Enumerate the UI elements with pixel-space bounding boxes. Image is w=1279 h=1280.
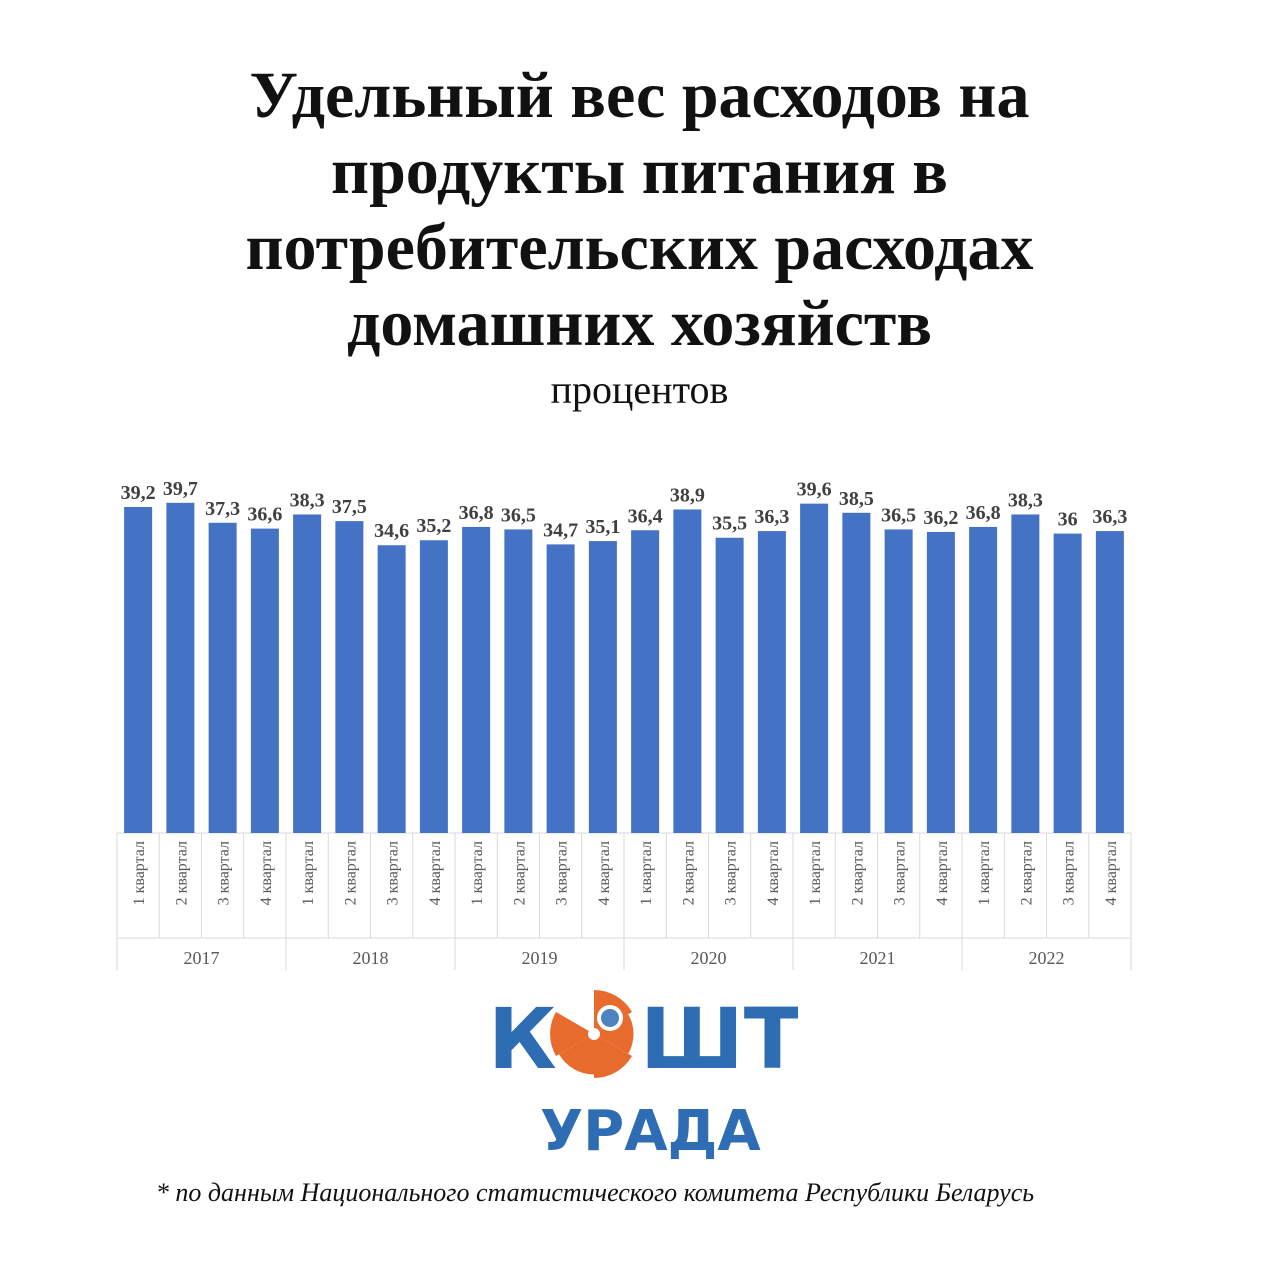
- bar-2020-q4: [757, 531, 786, 833]
- year-tick-label: 2021: [860, 948, 896, 968]
- bar-2020-q2: [673, 509, 702, 833]
- data-label: 36,6: [247, 504, 282, 526]
- category-tick-label: 3 квартал: [1061, 841, 1078, 905]
- data-label: 39,2: [121, 482, 156, 504]
- category-tick-label: 4 квартал: [596, 841, 613, 905]
- bar-2022-q4: [1095, 531, 1124, 833]
- year-tick-label: 2018: [353, 948, 389, 968]
- category-tick-label: 2 квартал: [1018, 841, 1035, 905]
- data-label: 38,5: [839, 488, 874, 510]
- data-label: 35,2: [416, 515, 451, 537]
- category-tick-label: 2 квартал: [849, 841, 866, 905]
- data-label: 38,3: [290, 489, 325, 511]
- category-tick-label: 1 квартал: [300, 841, 317, 905]
- bar-2018-q3: [377, 545, 406, 833]
- data-label: 34,6: [374, 520, 409, 542]
- category-tick-label: 2 квартал: [511, 841, 528, 905]
- bar-chart: 39,2 1 квартал 39,7 2 квартал 37,3 3 квартал 3…: [116, 478, 1132, 970]
- bar-2022-q2: [1011, 514, 1040, 833]
- title-line-1: Удельный вес расходов на: [249, 59, 1030, 132]
- chart-subtitle: процентов: [550, 367, 729, 412]
- category-tick-label: 2 квартал: [173, 841, 190, 905]
- category-tick-label: 3 квартал: [385, 841, 402, 905]
- data-label: 34,7: [543, 519, 578, 541]
- bar-2017-q1: [124, 506, 153, 833]
- data-label: 36,5: [501, 504, 536, 526]
- bar-2021-q1: [800, 503, 829, 833]
- category-tick-label: 3 квартал: [892, 841, 909, 905]
- year-tick-label: 2019: [522, 948, 558, 968]
- title-line-4: домашних хозяйств: [346, 287, 932, 360]
- data-label: 36,8: [459, 502, 494, 524]
- bar-2017-q4: [250, 528, 279, 833]
- year-tick-label: 2020: [691, 948, 727, 968]
- data-label: 37,3: [205, 498, 240, 520]
- data-label: 35,5: [712, 513, 747, 535]
- data-label: 37,5: [332, 496, 367, 518]
- year-tick-label: 2022: [1029, 948, 1065, 968]
- category-tick-label: 4 квартал: [1103, 841, 1120, 905]
- logo-letters-sht: ШТ: [640, 990, 798, 1088]
- kosht-urada-logo: К ШТ УРАДА: [488, 990, 798, 1160]
- bar-2018-q2: [335, 521, 364, 833]
- source-footnote: * по данным Национального статистическог…: [155, 1178, 1035, 1207]
- data-label: 36,8: [966, 502, 1001, 524]
- bar-2021-q4: [926, 531, 955, 833]
- category-tick-label: 1 квартал: [469, 841, 486, 905]
- data-label: 36,3: [754, 506, 789, 528]
- bar-2022-q3: [1053, 533, 1082, 833]
- data-label: 36,2: [923, 507, 958, 529]
- bar-2019-q2: [504, 529, 533, 833]
- year-tick-label: 2017: [184, 948, 220, 968]
- bar-2021-q3: [884, 529, 913, 833]
- bar-2019-q1: [462, 526, 491, 833]
- logo-word-urada: УРАДА: [540, 1099, 761, 1160]
- bar-2018-q1: [293, 514, 322, 833]
- bar-2021-q2: [842, 512, 871, 833]
- data-label: 36: [1058, 509, 1078, 531]
- data-label: 36,5: [881, 504, 916, 526]
- category-tick-label: 1 квартал: [807, 841, 824, 905]
- data-label: 36,3: [1092, 506, 1127, 528]
- category-tick-label: 1 квартал: [131, 841, 148, 905]
- data-label: 39,6: [797, 479, 832, 501]
- bar-2020-q1: [631, 530, 660, 833]
- chart-title: Удельный вес расходов на продукты питани…: [0, 58, 1279, 362]
- category-tick-label: 3 квартал: [216, 841, 233, 905]
- bar-2020-q3: [715, 537, 744, 833]
- data-label: 35,1: [585, 516, 620, 538]
- bar-2019-q3: [546, 544, 575, 833]
- category-tick-label: 4 квартал: [427, 841, 444, 905]
- category-tick-label: 4 квартал: [258, 841, 275, 905]
- data-label: 39,7: [163, 478, 198, 500]
- category-tick-label: 2 квартал: [680, 841, 697, 905]
- data-label: 38,9: [670, 484, 705, 506]
- bar-2019-q4: [588, 541, 617, 833]
- logo-letter-k: К: [488, 990, 557, 1088]
- bar-2018-q4: [419, 540, 448, 833]
- bar-2017-q3: [208, 522, 237, 833]
- category-tick-label: 3 квартал: [723, 841, 740, 905]
- title-line-2: продукты питания в: [331, 135, 948, 208]
- category-tick-label: 2 квартал: [342, 841, 359, 905]
- orange-slice-icon: [550, 990, 634, 1078]
- title-line-3: потребительских расходах: [245, 211, 1034, 284]
- category-tick-label: 1 квартал: [638, 841, 655, 905]
- category-tick-label: 3 квартал: [554, 841, 571, 905]
- bar-2017-q2: [166, 502, 195, 833]
- data-label: 36,4: [628, 505, 663, 527]
- bar-2022-q1: [969, 526, 998, 833]
- category-tick-label: 4 квартал: [934, 841, 951, 905]
- category-tick-label: 4 квартал: [765, 841, 782, 905]
- category-tick-label: 1 квартал: [976, 841, 993, 905]
- data-label: 38,3: [1008, 489, 1043, 511]
